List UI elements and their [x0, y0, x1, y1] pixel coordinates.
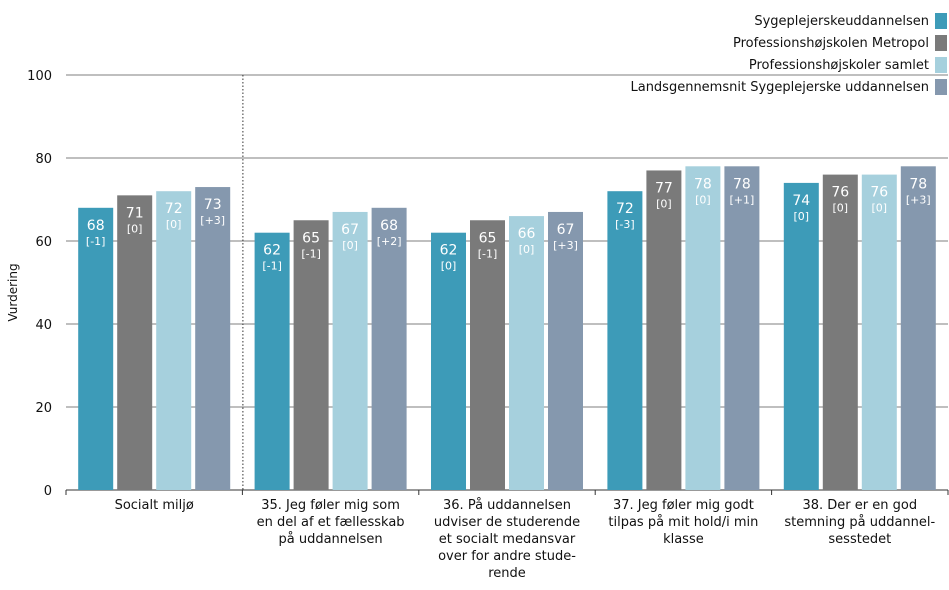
data-label: 68 [380, 218, 398, 234]
bar [431, 232, 466, 490]
legend-label: Professionshøjskolen Metropol [733, 36, 929, 51]
data-label: 76 [870, 185, 888, 201]
y-tick-label: 0 [44, 484, 52, 499]
bar [78, 207, 114, 491]
data-label: 65 [302, 230, 320, 246]
legend-label: Landsgennemsnit Sygeplejerske uddannelse… [630, 80, 929, 95]
bar [156, 191, 192, 490]
bar [548, 211, 583, 490]
y-tick-label: 60 [35, 235, 52, 250]
data-diff-label: [0] [342, 239, 358, 252]
x-category-label: et socialt medansvar [439, 532, 576, 547]
data-diff-label: [-1] [262, 260, 282, 273]
legend: Sygeplejerskeuddannelsen Professionshøjsk… [630, 13, 947, 95]
x-category-label: udviser de studerende [434, 515, 580, 530]
x-category-label: stemning på uddannel- [784, 515, 935, 530]
data-diff-label: [+3] [200, 214, 225, 227]
data-diff-label: [0] [519, 243, 535, 256]
data-label: 62 [263, 243, 281, 259]
bar [822, 174, 858, 490]
bar [685, 166, 721, 491]
data-label: 78 [733, 176, 751, 192]
data-diff-label: [+3] [906, 193, 931, 206]
legend-swatch [935, 57, 947, 73]
y-tick-label: 40 [35, 318, 52, 333]
legend-swatch [935, 35, 947, 51]
bar [861, 174, 897, 490]
y-tick-label: 80 [35, 152, 52, 167]
data-diff-label: [0] [656, 197, 672, 210]
data-label: 78 [909, 176, 927, 192]
data-label: 65 [479, 230, 497, 246]
bars: 68[-1]71[0]72[0]73[+3]62[-1]65[-1]67[0]6… [78, 166, 936, 491]
x-category-label: tilpas på mit hold/i min [608, 515, 758, 530]
bar [509, 216, 544, 490]
x-category-label: over for andre stude- [438, 549, 576, 564]
data-diff-label: [+2] [377, 235, 402, 248]
data-diff-label: [0] [794, 210, 810, 223]
data-diff-label: [+1] [729, 193, 754, 206]
x-category-label: 36. På uddannelsen [443, 498, 571, 513]
data-label: 77 [655, 180, 673, 196]
x-category-label: en del af et fællesskab [257, 515, 405, 530]
legend-swatch [935, 13, 947, 29]
x-axis: Socialt miljø 35. Jeg føler mig som en del… [65, 490, 949, 581]
data-diff-label: [0] [166, 218, 182, 231]
x-category-label: klasse [663, 532, 704, 547]
bar [783, 182, 819, 490]
bar [470, 220, 505, 490]
x-category-label: sesstedet [828, 532, 891, 547]
x-category-label: på uddannelsen [279, 532, 383, 547]
bar [332, 211, 368, 490]
x-category-label: rende [488, 566, 526, 581]
data-diff-label: [0] [833, 202, 849, 215]
x-category-label: 37. Jeg føler mig godt [613, 498, 754, 513]
legend-label: Sygeplejerskeuddannelsen [754, 14, 929, 29]
bar [900, 166, 936, 491]
data-label: 73 [204, 197, 222, 213]
bar [293, 220, 329, 490]
x-category-label: 35. Jeg føler mig som [261, 498, 400, 513]
bar [724, 166, 760, 491]
legend-swatch [935, 79, 947, 95]
y-tick-label: 20 [35, 401, 52, 416]
y-axis: 0 20 40 60 80 100 [27, 69, 52, 499]
bar [117, 195, 153, 490]
data-label: 71 [126, 205, 144, 221]
bar [607, 191, 643, 490]
data-diff-label: [+3] [553, 239, 578, 252]
bar [371, 207, 407, 491]
data-label: 67 [557, 222, 575, 238]
data-diff-label: [-1] [301, 247, 321, 260]
data-label: 76 [831, 185, 849, 201]
data-diff-label: [0] [441, 260, 457, 273]
data-label: 72 [165, 201, 183, 217]
data-label: 74 [792, 193, 810, 209]
data-diff-label: [-3] [615, 218, 635, 231]
y-tick-label: 100 [27, 69, 52, 84]
bar [646, 170, 682, 490]
bar [195, 187, 231, 491]
data-diff-label: [-1] [478, 247, 498, 260]
data-diff-label: [0] [872, 202, 888, 215]
bar [254, 232, 290, 490]
data-label: 66 [518, 226, 536, 242]
data-diff-label: [-1] [86, 235, 106, 248]
x-category-label: 38. Der er en god [802, 498, 917, 513]
y-axis-label: Vurdering [6, 263, 20, 321]
data-label: 62 [440, 243, 458, 259]
x-category-label: Socialt miljø [115, 498, 194, 513]
data-diff-label: [0] [695, 193, 711, 206]
legend-label: Professionshøjskoler samlet [749, 58, 929, 73]
data-label: 68 [87, 218, 105, 234]
data-diff-label: [0] [127, 222, 143, 235]
data-label: 78 [694, 176, 712, 192]
data-label: 72 [616, 201, 634, 217]
data-label: 67 [341, 222, 359, 238]
